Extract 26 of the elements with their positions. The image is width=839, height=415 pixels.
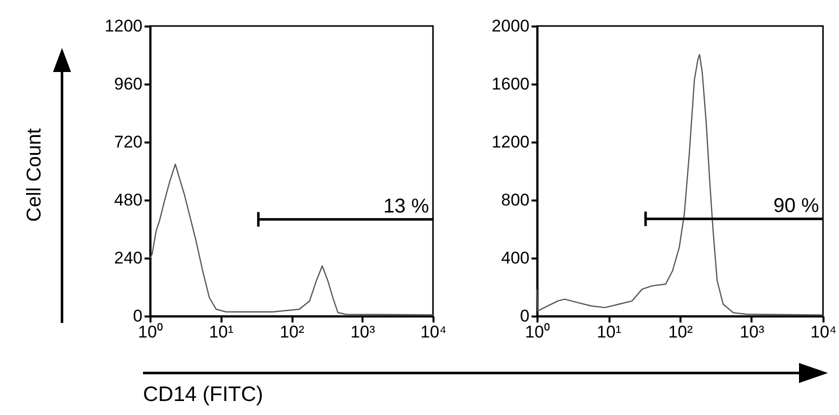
y-tick-label: 800: [501, 190, 530, 210]
y-tick-label: 960: [114, 74, 142, 94]
y-tick-label: 720: [114, 132, 142, 152]
y-tick-label: 400: [501, 248, 530, 268]
x-tick-label: 10¹: [596, 322, 622, 342]
x-tick-label: 10²: [668, 322, 694, 342]
y-axis-title: Cell Count: [24, 128, 46, 222]
x-axis-title: CD14 (FITC): [143, 383, 264, 407]
y-tick-label: 240: [114, 248, 142, 268]
x-tick-label: 10⁴: [420, 322, 447, 342]
y-tick-label: 1600: [492, 74, 530, 94]
x-tick-label: 10²: [280, 322, 305, 342]
y-tick-label: 0: [133, 306, 142, 326]
annotation: 13 %: [383, 195, 430, 218]
x-tick-label: 10⁰: [525, 322, 550, 342]
y-tick-label: 1200: [492, 132, 530, 152]
x-tick-label: 10³: [740, 322, 765, 342]
y-tick-label: 2000: [492, 16, 530, 36]
x-tick-label: 10¹: [208, 322, 234, 342]
x-tick-label: 10³: [350, 322, 376, 342]
annotation: 90 %: [773, 194, 820, 217]
x-tick-label: 10⁴: [810, 322, 837, 342]
y-tick-label: 480: [114, 190, 142, 210]
y-tick-label: 1200: [104, 16, 142, 36]
x-tick-label: 10⁰: [138, 322, 163, 342]
y-tick-label: 0: [520, 306, 530, 326]
